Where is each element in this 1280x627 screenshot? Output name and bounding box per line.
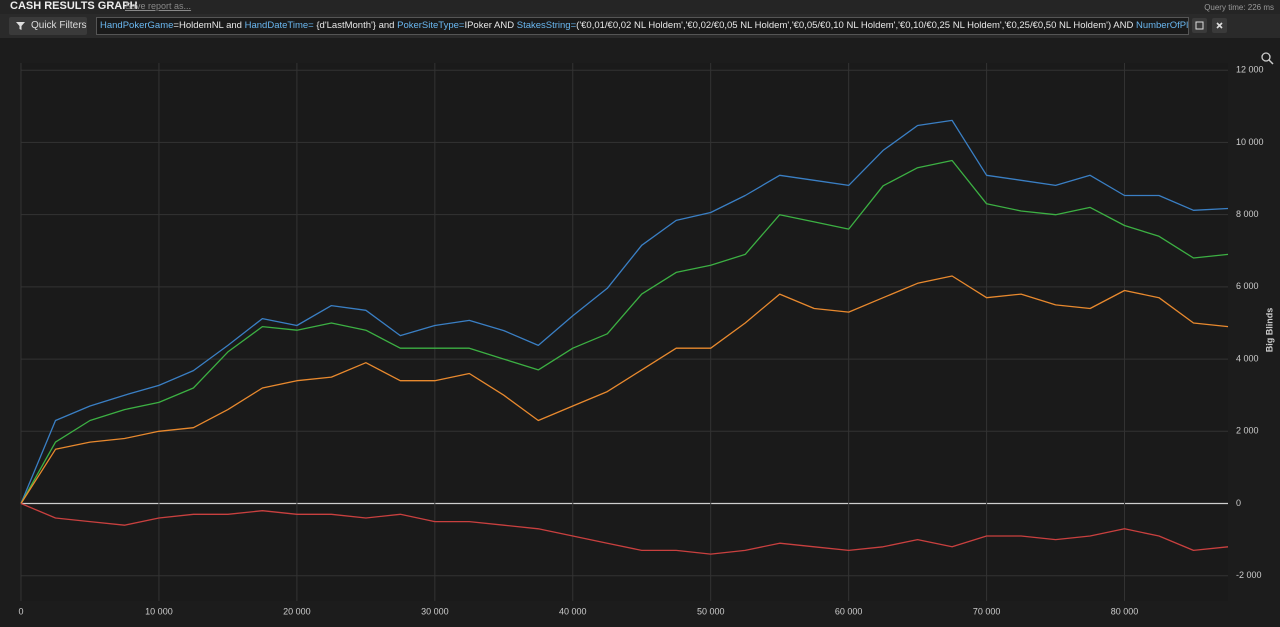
save-link[interactable]: Save report as... bbox=[125, 1, 192, 11]
query-field: PokerSiteType= bbox=[397, 20, 465, 31]
y-axis-label: Big Blinds bbox=[1264, 308, 1274, 353]
x-tick-label: 10 000 bbox=[145, 606, 173, 616]
y-tick-label: 0 bbox=[1236, 498, 1241, 508]
query-field: HandPokerGame bbox=[100, 20, 174, 31]
query-field: StakesString= bbox=[516, 20, 577, 31]
series-line bbox=[20, 275, 1229, 504]
x-tick-label: 0 bbox=[18, 606, 23, 616]
y-tick-label: 6 000 bbox=[1236, 281, 1259, 291]
x-tick-label: 50 000 bbox=[697, 606, 725, 616]
quick-filters-label: Quick Filters bbox=[31, 20, 87, 31]
plot-area bbox=[21, 63, 1228, 601]
save-filter-button[interactable] bbox=[1192, 18, 1207, 33]
y-tick-label: 12 000 bbox=[1236, 65, 1264, 75]
x-tick-label: 70 000 bbox=[973, 606, 1001, 616]
query-field: NumberOfPlayers <= bbox=[1135, 20, 1189, 31]
save-icon bbox=[1195, 21, 1204, 30]
y-tick-label: 10 000 bbox=[1236, 137, 1264, 147]
y-tick-label: 8 000 bbox=[1236, 209, 1259, 219]
query-field: HandDateTime= bbox=[244, 20, 314, 31]
series-line bbox=[20, 159, 1229, 504]
chart: Big Blinds -2 000 0 2 000 4 000 6 000 8 000 10… bbox=[18, 52, 1274, 616]
query-text: ('€0,01/€0,02 NL Holdem','€0,02/€0,05 NL… bbox=[576, 20, 1136, 31]
series-line bbox=[20, 502, 1229, 555]
series-line bbox=[20, 119, 1229, 504]
y-tick-label: 2 000 bbox=[1236, 426, 1259, 436]
query-text: IPoker AND bbox=[464, 20, 517, 31]
filter-bar: Quick Filters HandPokerGame=HoldemNL and… bbox=[0, 14, 1280, 38]
filter-query[interactable]: HandPokerGame=HoldemNL and HandDateTime=… bbox=[96, 17, 1189, 35]
y-tick-label: 4 000 bbox=[1236, 353, 1259, 363]
filter-icon bbox=[16, 22, 25, 30]
y-tick-label: -2 000 bbox=[1236, 570, 1262, 580]
x-tick-label: 30 000 bbox=[421, 606, 449, 616]
header: CASH RESULTS GRAPH Save report as... Que… bbox=[0, 0, 1280, 14]
query-time: Query time: 226 ms bbox=[1204, 3, 1274, 12]
clear-icon bbox=[1216, 22, 1223, 29]
query-text: {d'LastMonth'} and bbox=[313, 20, 398, 31]
query-text: =HoldemNL and bbox=[173, 20, 245, 31]
zoom-icon[interactable] bbox=[1261, 52, 1274, 65]
x-tick-label: 20 000 bbox=[283, 606, 311, 616]
report-title: CASH RESULTS GRAPH bbox=[10, 0, 138, 12]
x-tick-label: 40 000 bbox=[559, 606, 587, 616]
x-tick-label: 60 000 bbox=[835, 606, 863, 616]
clear-filter-button[interactable] bbox=[1212, 18, 1227, 33]
x-tick-label: 80 000 bbox=[1111, 606, 1139, 616]
quick-filters-button[interactable]: Quick Filters bbox=[9, 17, 87, 35]
